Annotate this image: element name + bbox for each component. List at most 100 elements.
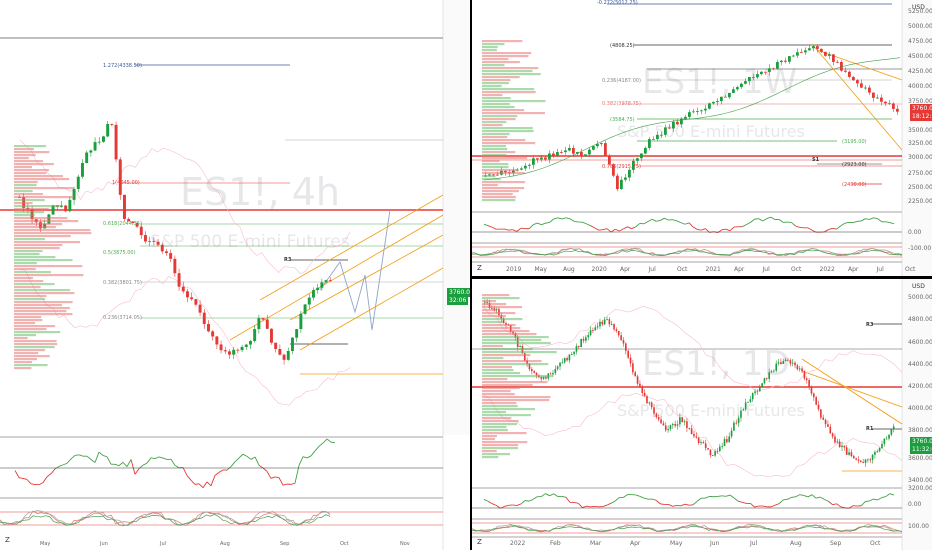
left-band-lower bbox=[19, 268, 351, 406]
right-top-z-button[interactable]: Z bbox=[477, 264, 482, 272]
right-bottom-chart-canvas[interactable] bbox=[472, 279, 932, 550]
rt-rsi-segment bbox=[615, 228, 620, 232]
left-rsi-segment bbox=[278, 477, 284, 486]
left-channel-line bbox=[229, 214, 444, 341]
rt-rsi-segment bbox=[865, 218, 870, 220]
rb-volume-profile-bar bbox=[482, 312, 516, 315]
rb-candle bbox=[570, 354, 573, 355]
rt-volume-profile-bar bbox=[482, 49, 497, 52]
left-candle bbox=[215, 336, 219, 345]
axis-tick-label: 3000.00 bbox=[908, 154, 932, 161]
left-candle bbox=[240, 346, 244, 351]
rb-rsi-segment bbox=[524, 500, 530, 502]
left-candle bbox=[39, 222, 42, 229]
rb-rsi-segment bbox=[824, 498, 829, 502]
left-chart-pane[interactable]: ES1!, 4h S&P 500 E-mini Futures 1.272(43… bbox=[0, 0, 470, 550]
axis-tick-label: 2019 bbox=[506, 266, 522, 273]
rb-rsi-segment bbox=[639, 495, 645, 499]
rt-candle bbox=[872, 92, 875, 98]
rt-rsi-segment bbox=[533, 222, 538, 226]
rb-candle bbox=[747, 401, 749, 403]
rb-rsi-segment bbox=[672, 504, 677, 507]
rb-rsi-segment bbox=[668, 504, 673, 507]
rb-rsi-segment bbox=[660, 503, 665, 505]
rb-rsi-segment bbox=[881, 496, 886, 499]
left-chart-canvas[interactable] bbox=[0, 0, 470, 550]
left-z-button[interactable]: Z bbox=[5, 536, 10, 544]
rt-volume-profile-bar bbox=[482, 193, 513, 196]
rt-rsi-segment bbox=[647, 218, 653, 222]
rt-fib-2923: (2923.00) bbox=[842, 162, 867, 168]
left-volume-profile-bar bbox=[14, 367, 32, 370]
rt-rsi-segment bbox=[672, 219, 677, 222]
left-rsi-segment bbox=[198, 483, 204, 489]
right-top-chart-pane[interactable]: ES1!, 1W S&P 500 E-mini Futures USD -0.2… bbox=[470, 0, 932, 276]
left-volume-profile-bar bbox=[14, 295, 47, 298]
rb-candle bbox=[798, 368, 801, 370]
left-rsi-segment bbox=[150, 457, 156, 459]
left-candle bbox=[190, 297, 194, 300]
rt-candle bbox=[716, 101, 719, 102]
left-rsi-segment bbox=[58, 464, 64, 467]
rt-volume-profile-bar bbox=[482, 196, 516, 199]
left-rsi-segment bbox=[86, 455, 92, 460]
rt-candle bbox=[780, 60, 783, 63]
rb-candle bbox=[789, 360, 792, 364]
axis-tick-label: Aug bbox=[563, 266, 575, 273]
rt-volume-profile-bar bbox=[482, 64, 505, 67]
rt-rsi-segment bbox=[676, 220, 681, 224]
rt-volume-profile-bar bbox=[482, 169, 519, 172]
rt-rsi-segment bbox=[688, 222, 694, 228]
left-channel-line bbox=[259, 194, 444, 301]
rb-rsi-segment bbox=[692, 500, 698, 506]
left-candle bbox=[173, 258, 177, 274]
left-rsi-segment bbox=[210, 475, 216, 486]
rt-candle bbox=[756, 74, 759, 78]
left-volume-profile-bar bbox=[14, 157, 29, 160]
rb-candle bbox=[827, 424, 829, 427]
rt-rsi-segment bbox=[889, 222, 895, 225]
left-rsi-segment bbox=[186, 475, 192, 481]
left-rsi-segment bbox=[266, 471, 272, 479]
left-rsi-segment bbox=[106, 456, 112, 465]
rt-volume-profile-bar bbox=[482, 61, 520, 64]
rt-volume-profile-bar bbox=[482, 76, 520, 79]
rb-candle bbox=[775, 363, 778, 371]
rb-rsi-segment bbox=[889, 493, 895, 496]
rb-candle bbox=[700, 442, 702, 443]
right-bottom-chart-pane[interactable]: ES1!, 1D S&P 500 E-mini Futures USD R3 R… bbox=[470, 279, 932, 550]
rb-candle bbox=[625, 343, 627, 351]
left-volume-profile-bar bbox=[14, 217, 68, 220]
rb-candle bbox=[711, 455, 714, 457]
rt-rsi-segment bbox=[680, 222, 686, 225]
right-bottom-z-button[interactable]: Z bbox=[477, 538, 482, 546]
right-pane-separator[interactable] bbox=[470, 276, 932, 279]
right-top-chart-symbol-watermark: ES1!, 1W bbox=[642, 62, 798, 102]
left-volume-profile-bar bbox=[14, 313, 73, 316]
axis-tick-label: May bbox=[40, 541, 51, 547]
rb-rsi-segment bbox=[574, 501, 579, 504]
rt-rsi-segment bbox=[832, 227, 837, 230]
rb-rsi-segment bbox=[602, 504, 608, 508]
left-volume-profile-bar bbox=[14, 151, 50, 154]
axis-tick-label: 3500.00 bbox=[908, 127, 932, 134]
rt-candle bbox=[764, 71, 767, 73]
rb-rsi-segment bbox=[520, 500, 526, 505]
rb-volume-profile-bar bbox=[482, 315, 506, 318]
axis-tick-label: 5000.00 bbox=[908, 23, 932, 30]
rt-rsi-segment bbox=[602, 228, 608, 231]
rb-rsi-segment bbox=[483, 499, 489, 502]
rb-volume-profile-bar bbox=[482, 354, 531, 357]
left-volume-profile-bar bbox=[14, 175, 63, 178]
right-top-chart-canvas[interactable] bbox=[472, 0, 932, 276]
rb-volume-profile-bar bbox=[482, 429, 508, 432]
rt-rsi-segment bbox=[840, 222, 846, 227]
left-candle bbox=[324, 280, 328, 283]
left-candle bbox=[186, 291, 189, 298]
rb-candle bbox=[801, 368, 803, 372]
rt-candle bbox=[768, 68, 771, 72]
rt-candle bbox=[864, 87, 867, 89]
rb-rsi-segment bbox=[635, 494, 640, 497]
axis-tick-label: 3200.00 bbox=[908, 485, 932, 492]
rb-rsi-segment bbox=[877, 497, 882, 501]
